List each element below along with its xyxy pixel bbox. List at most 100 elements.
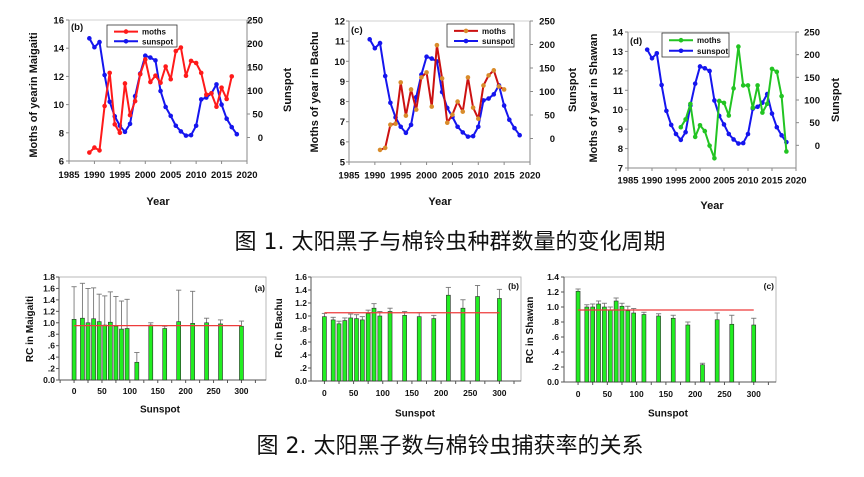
y-tick-label: 1.4 [43, 295, 55, 305]
moths-data-point [450, 112, 455, 117]
bar-chart-fig2-b-bachu: 0.0 .2 .4 .6 .8 1.0 1.2 1.4 1.6 0 50 100 150 200 250 30… [274, 272, 522, 420]
sunspot-data-point [158, 88, 163, 94]
x-tick-label: 0 [72, 386, 77, 396]
x-tick-label: 150 [151, 386, 165, 396]
sunspot-data-point [721, 122, 727, 127]
bar [446, 294, 451, 382]
bar [124, 328, 130, 381]
bar [590, 306, 595, 383]
y-axis-title: RC in Bachu [274, 298, 285, 357]
bar [641, 314, 647, 383]
y-axis-title: RC in Maigaiti [25, 296, 36, 362]
sunspot-data-point [214, 82, 219, 87]
y2-tick-label: 150 [539, 64, 555, 75]
sunspot-data-point [745, 131, 751, 137]
y-tick-label: 8 [59, 128, 64, 139]
x-tick-label: 2005 [442, 171, 464, 182]
x-axis-title: Sunspot [395, 409, 436, 420]
sunspot-data-point [408, 122, 414, 128]
x-tick-label: 2015 [761, 176, 783, 187]
sunspot-data-point [707, 68, 712, 74]
sunspot-data-point [692, 81, 698, 86]
y-tick-label: .4 [300, 350, 307, 360]
plot-frame [310, 276, 522, 382]
bar [714, 319, 720, 383]
moths-data-point [408, 87, 414, 92]
y-tick-label: 5 [340, 158, 346, 169]
moths-data-point [707, 143, 712, 148]
sunspot-data-point [403, 130, 409, 136]
y-axis-title: Moths of yearin Maigaiti [28, 32, 40, 157]
legend-marker-sunspot [678, 48, 684, 54]
moths-series-line [379, 44, 505, 151]
y-tick-label: 8 [340, 97, 345, 108]
panel-label: (a) [255, 283, 266, 293]
x-tick-label: 200 [179, 386, 193, 396]
y2-tick-label: 100 [539, 87, 555, 98]
y-tick-label: 1.2 [547, 287, 559, 297]
bar [751, 324, 757, 383]
sunspot-data-point [683, 129, 688, 135]
y2-tick-label: 200 [539, 40, 555, 51]
y2-tick-label: 200 [247, 39, 263, 50]
moths-data-point [740, 83, 746, 88]
y-axis-title: Moths of year in Shawan [588, 33, 600, 162]
sunspot-data-point [779, 133, 784, 138]
sunspot-data-point [92, 44, 97, 50]
sunspot-data-point [664, 108, 669, 114]
moths-data-point [697, 122, 703, 128]
moths-data-point [726, 113, 732, 118]
sunspot-data-point [726, 131, 732, 137]
y2-tick-label: 50 [809, 118, 820, 129]
moths-data-point [148, 79, 153, 85]
bar [416, 316, 422, 382]
y-tick-label: 16 [53, 16, 64, 27]
sunspot-series-line [368, 38, 521, 138]
bar [239, 325, 244, 381]
y-tick-label: 12 [53, 72, 64, 83]
bar [431, 318, 437, 382]
x-axis-title: Sunspot [140, 405, 181, 416]
y2-tick-label: 250 [247, 16, 263, 27]
y-tick-label: 11 [335, 37, 346, 48]
bar-chart-fig2-a-maigaiti: 0.0.2 .4.6 .81.0 1.21.4 1.61.8 0 50 100 150 200 25… [25, 272, 267, 416]
bar [330, 319, 336, 382]
y2-tick-label: 250 [539, 17, 555, 28]
y-tick-label: .2 [48, 364, 55, 374]
moths-data-point [764, 101, 770, 107]
bar [371, 307, 377, 382]
x-tick-label: 100 [630, 389, 644, 399]
x-axis-title: Year [428, 196, 452, 208]
y-tick-label: 7 [618, 164, 623, 175]
bar-chart-fig2-c-shawan: 0.0 .2 .4 .6 .8 1.0 1.2 1.4 0 50 100 150 200 250 300 RC… [525, 272, 777, 420]
y-tick-label: 1.2 [295, 298, 307, 308]
y-tick-label: 14 [612, 28, 623, 39]
moths-data-point [419, 75, 424, 80]
sunspot-data-point [219, 102, 224, 107]
bar [134, 361, 140, 381]
x-tick-label: 250 [463, 388, 477, 398]
sunspot-data-point [127, 121, 133, 127]
sunspot-data-point [740, 140, 746, 146]
x-tick-label: 150 [659, 389, 673, 399]
bar [365, 313, 371, 382]
moths-data-point [721, 100, 727, 106]
sunspot-data-point [388, 100, 393, 106]
sunspot-data-point [512, 125, 517, 131]
sunspot-data-point [367, 37, 372, 42]
y-tick-label: 1.2 [43, 306, 55, 316]
y-tick-label: .8 [48, 329, 55, 339]
moths-data-point [470, 105, 476, 110]
y-tick-label: 14 [53, 44, 64, 55]
sunspot-data-point [731, 137, 736, 142]
legend-label-sunspot: sunspot [482, 37, 513, 46]
moths-data-point [377, 147, 383, 153]
sunspot-data-point [424, 54, 429, 60]
x-tick-label: 1995 [109, 170, 131, 181]
bar [322, 316, 327, 382]
bar [176, 321, 181, 381]
moths-data-point [224, 96, 229, 102]
sunspot-data-point [755, 104, 760, 110]
y2-tick-label: 0 [258, 133, 263, 144]
